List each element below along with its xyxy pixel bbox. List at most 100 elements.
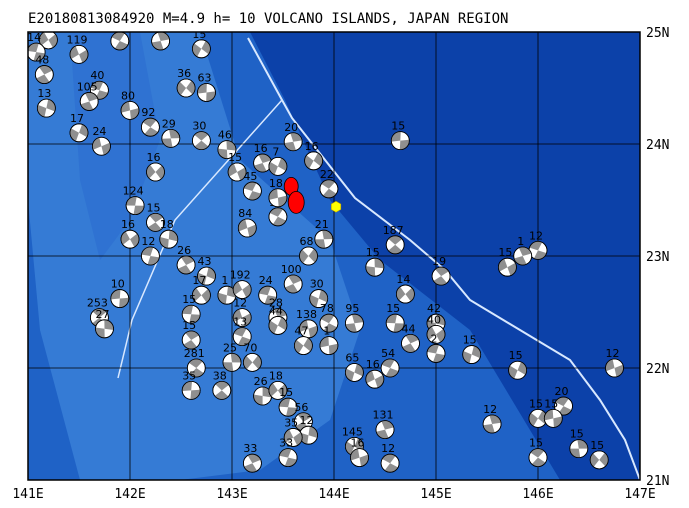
mechanism-label: 1 [323, 325, 330, 338]
focal-mechanism [197, 83, 216, 102]
compression-quadrant [201, 40, 211, 55]
compression-quadrant [217, 292, 227, 305]
mechanism-label: 45 [243, 170, 257, 183]
beachball-outline [34, 65, 54, 84]
compression-quadrant [159, 237, 169, 249]
compression-quadrant [507, 262, 517, 276]
compression-quadrant [319, 336, 329, 348]
compression-quadrant [181, 255, 195, 265]
mechanism-label: 12 [606, 347, 620, 360]
focal-mechanism [232, 308, 252, 328]
mechanism-label: 253 [87, 297, 108, 310]
mechanism-label: 15 [544, 397, 558, 410]
mechanism-label: 65 [345, 351, 359, 364]
beachball-outline [232, 280, 252, 300]
mechanism-label: 30 [310, 278, 324, 291]
mechanism-label: 20 [555, 385, 569, 398]
focal-mechanism [110, 32, 130, 51]
compression-quadrant [590, 453, 600, 467]
compression-quadrant [294, 339, 304, 354]
focal-mechanism [146, 162, 165, 182]
beachball-outline [79, 92, 99, 111]
epicenter-marker [330, 200, 342, 213]
beachball-outline [258, 285, 278, 305]
compression-quadrant [95, 327, 105, 338]
compression-quadrant [197, 83, 207, 94]
compression-quadrant [323, 323, 337, 333]
compression-quadrant [354, 438, 364, 452]
focal-mechanism [34, 65, 54, 84]
mechanism-label: 17 [70, 112, 84, 125]
beachball-outline [125, 196, 145, 216]
beachball-outline [227, 162, 247, 182]
focal-mechanism [186, 358, 206, 378]
compression-quadrant [79, 49, 89, 63]
compression-quadrant [183, 340, 197, 349]
compression-quadrant [190, 368, 204, 377]
focal-mechanism [344, 313, 364, 333]
compression-quadrant [121, 231, 130, 245]
beachball-outline [69, 123, 89, 143]
compression-quadrant [268, 161, 278, 175]
compression-quadrant [569, 448, 581, 458]
focal-mechanism [39, 32, 58, 50]
mechanism-label: 12 [141, 235, 155, 248]
mechanism-label: 14 [396, 273, 410, 286]
compression-quadrant [186, 80, 196, 95]
compression-quadrant [189, 314, 201, 324]
focal-mechanism [212, 380, 232, 400]
focal-mechanism [268, 207, 288, 227]
compression-quadrant [381, 359, 395, 368]
beachball-outline [176, 255, 196, 275]
focal-mechanism [268, 380, 288, 400]
compression-quadrant [226, 286, 236, 298]
mechanism-label: 15 [182, 319, 196, 332]
compression-quadrant [374, 258, 384, 269]
mechanism-label: 12 [233, 297, 247, 310]
focal-mechanism [278, 448, 298, 468]
compression-quadrant [133, 205, 145, 215]
beachball-outline [120, 229, 140, 249]
mechanism-label: 18 [269, 369, 283, 382]
beachball-outline [176, 78, 196, 98]
compression-quadrant [243, 355, 253, 370]
compression-quadrant [217, 148, 228, 159]
compression-quadrant [553, 416, 563, 428]
focal-mechanism [191, 285, 211, 305]
compression-quadrant [402, 343, 416, 353]
compression-quadrant [155, 165, 165, 180]
mechanism-label: 26 [254, 375, 268, 388]
beachball-outline [191, 131, 211, 151]
beachball-outline [380, 453, 400, 473]
focal-mechanism [28, 42, 46, 62]
beachball-outline [92, 136, 111, 156]
beachball-outline [401, 333, 420, 353]
plate-boundary-line [247, 37, 640, 480]
compression-quadrant [228, 163, 238, 177]
compression-quadrant [277, 317, 287, 331]
mechanism-label: 13 [233, 316, 247, 329]
mechanism-label: 36 [177, 67, 191, 80]
compression-quadrant [233, 327, 247, 337]
longitude-label: 146E [522, 487, 553, 502]
focal-mechanism [508, 360, 527, 380]
compression-quadrant [558, 406, 572, 416]
compression-quadrant [70, 128, 79, 142]
beachball-outline [554, 396, 573, 416]
mechanism-label: 38 [213, 369, 227, 382]
mechanism-label: 20 [284, 121, 298, 134]
beachball-outline [350, 448, 369, 468]
mechanism-label: 16 [351, 437, 365, 450]
compression-quadrant [530, 448, 545, 458]
mechanism-label: 15 [529, 397, 543, 410]
compression-quadrant [284, 284, 298, 293]
compression-quadrant [382, 454, 396, 464]
mechanism-label: 14 [27, 31, 41, 44]
beachball-outline [181, 304, 201, 324]
focal-mechanism [528, 448, 548, 468]
focal-mechanism [431, 266, 451, 286]
compression-quadrant [121, 101, 130, 113]
beachball-outline [344, 313, 364, 333]
focal-mechanism [375, 420, 395, 440]
